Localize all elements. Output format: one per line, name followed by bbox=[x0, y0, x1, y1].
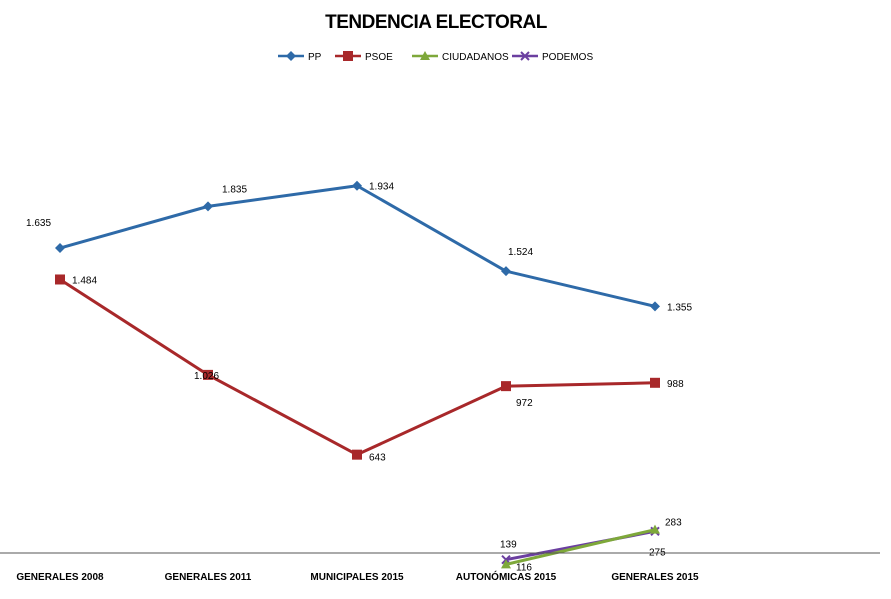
legend-label-podemos: PODEMOS bbox=[542, 52, 593, 63]
point-psoe-2 bbox=[352, 449, 362, 460]
data-label-pp-4: 1.355 bbox=[667, 302, 692, 313]
point-pp-1 bbox=[203, 201, 213, 212]
x-tick-label-1: GENERALES 2011 bbox=[165, 572, 252, 583]
data-label-pp-0: 1.635 bbox=[26, 218, 51, 229]
legend-marker-ciudadanos bbox=[420, 51, 430, 60]
legend-marker-podemos bbox=[520, 51, 530, 61]
legend: PP PSOE CIUDADANOS PODEMOS bbox=[278, 51, 593, 63]
point-psoe-1 bbox=[203, 369, 213, 380]
legend-item-psoe: PSOE bbox=[335, 51, 393, 63]
x-tick-label-2: MUNICIPALES 2015 bbox=[310, 572, 404, 583]
series-ciudadanos bbox=[501, 524, 660, 569]
legend-label-ciudadanos: CIUDADANOS bbox=[442, 52, 509, 63]
legend-item-ciudadanos: CIUDADANOS bbox=[412, 51, 509, 63]
data-label-psoe-4: 988 bbox=[667, 379, 684, 390]
point-psoe-0 bbox=[55, 274, 65, 285]
data-label-psoe-1: 1.026 bbox=[194, 371, 219, 382]
point-pp-2 bbox=[352, 180, 362, 191]
series-line-pp bbox=[59, 184, 656, 308]
legend-label-psoe: PSOE bbox=[365, 52, 393, 63]
data-label-pp-3: 1.524 bbox=[508, 247, 533, 258]
legend-item-podemos: PODEMOS bbox=[512, 51, 593, 63]
data-label-pp-2: 1.934 bbox=[369, 182, 394, 193]
point-psoe-3 bbox=[501, 381, 511, 392]
data-label-pp-1: 1.835 bbox=[222, 184, 247, 195]
plot-area: 1.635 1.835 1.934 1.524 1.355 1.484 1.026 643 97… bbox=[26, 180, 692, 573]
point-psoe-4 bbox=[650, 377, 660, 388]
point-ciudadanos-4 bbox=[650, 524, 660, 534]
point-pp-3 bbox=[501, 266, 511, 277]
x-tick-label-3: AUTONÓMICAS 2015 bbox=[456, 570, 557, 583]
legend-item-pp: PP bbox=[278, 51, 322, 63]
data-label-ciudadanos-3: 116 bbox=[516, 562, 532, 573]
series-line-psoe bbox=[59, 278, 656, 457]
chart-title: TENDENCIA ELECTORAL bbox=[325, 12, 548, 33]
x-tick-label-0: GENERALES 2008 bbox=[16, 572, 104, 583]
series-pp bbox=[55, 180, 660, 312]
point-ciudadanos-3 bbox=[501, 559, 511, 569]
data-label-podemos-3: 139 bbox=[500, 540, 517, 551]
x-tick-label-4: GENERALES 2015 bbox=[611, 572, 699, 583]
point-pp-4 bbox=[650, 301, 660, 312]
legend-marker-pp bbox=[286, 51, 296, 61]
data-label-psoe-2: 643 bbox=[369, 453, 386, 464]
series-psoe bbox=[55, 274, 660, 460]
series-line-ciudadanos bbox=[505, 528, 656, 566]
legend-label-pp: PP bbox=[308, 52, 322, 63]
x-axis-ticks: GENERALES 2008 GENERALES 2011 MUNICIPALES … bbox=[16, 570, 699, 583]
data-label-psoe-3: 972 bbox=[516, 398, 533, 409]
data-label-psoe-0: 1.484 bbox=[72, 275, 97, 286]
legend-marker-psoe bbox=[343, 51, 353, 61]
point-pp-0 bbox=[55, 243, 65, 254]
data-label-ciudadanos-4: 283 bbox=[665, 518, 682, 529]
